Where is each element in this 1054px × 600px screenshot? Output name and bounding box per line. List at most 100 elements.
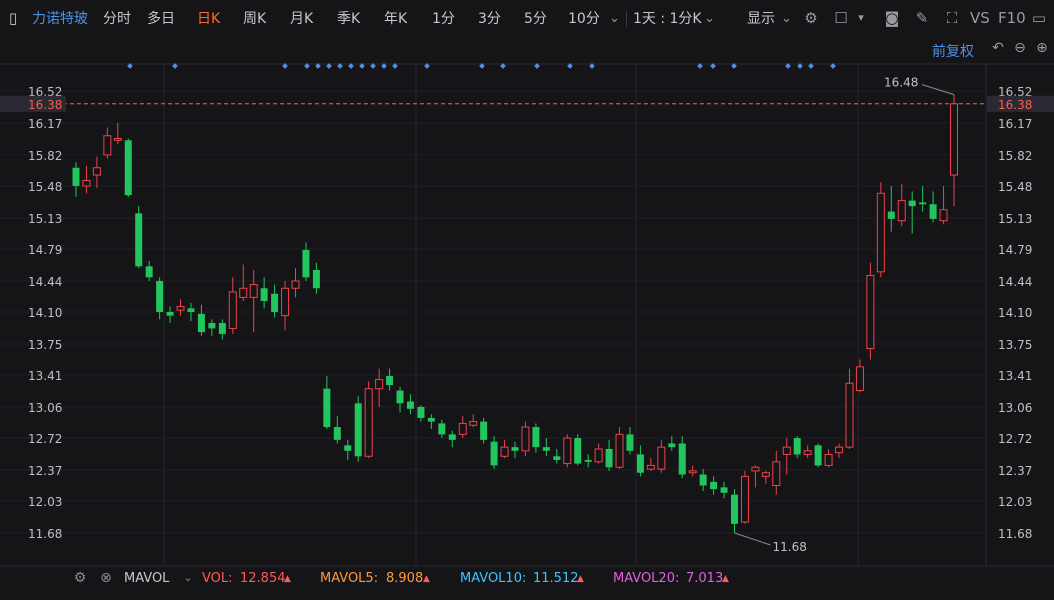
candle-body	[594, 448, 603, 463]
chevron-down-icon[interactable]: ⌄	[609, 11, 620, 26]
zoom-in-icon[interactable]: ⊕	[1036, 40, 1048, 56]
mavol20-value: 7.013	[686, 571, 724, 586]
candle-body	[772, 461, 781, 487]
up-arrow-icon: ▲	[722, 574, 729, 584]
y-tick-label-right: 12.03	[998, 495, 1032, 509]
y-tick-label-right: 13.06	[998, 401, 1032, 415]
chevron-down-icon[interactable]: ▾	[858, 11, 864, 24]
tab-duori[interactable]: 多日	[147, 11, 175, 27]
f10-button[interactable]: F10	[998, 9, 1026, 27]
y-tick-label-right: 13.75	[998, 338, 1032, 352]
chevron-down-icon[interactable]: ⌄	[781, 11, 792, 26]
mavol10-label: MAVOL10:	[460, 571, 527, 586]
mavol5-value: 8.908	[386, 571, 424, 586]
toolbar: ▯ 力诺特玻 分时 多日 日K 周K 月K 季K 年K 1分 3分 5分 10分…	[0, 0, 1054, 36]
display-menu[interactable]: 显示	[747, 11, 775, 27]
sidebar-toggle-icon[interactable]: ▯	[8, 9, 18, 27]
candle-body	[553, 456, 561, 460]
tab-rik[interactable]: 日K	[197, 11, 221, 27]
tab-zhouk[interactable]: 周K	[243, 11, 267, 27]
interval-select[interactable]: 1天 : 1分K	[633, 11, 702, 27]
camera-icon[interactable]: ◙	[884, 9, 900, 27]
gear-icon[interactable]: ⚙	[73, 570, 87, 586]
max-leader-line	[921, 84, 955, 96]
event-marker	[830, 63, 836, 69]
tab-3min[interactable]: 3分	[478, 11, 501, 27]
candle-body	[636, 454, 644, 473]
fullscreen-icon[interactable]: ⛶	[946, 9, 958, 27]
y-tick-label-right: 16.17	[998, 117, 1032, 131]
tab-5min[interactable]: 5分	[524, 11, 547, 27]
candle-body	[688, 470, 697, 474]
checkbox-icon[interactable]: ☐	[834, 9, 848, 27]
candle-body	[710, 481, 718, 490]
candlestick-chart[interactable]: 16.52 16.52 16.17 16.17 15.82 15.82 15.48 15.48…	[0, 60, 1054, 568]
candle-body	[427, 417, 435, 422]
candle-body	[950, 103, 958, 176]
price-axes: 16.52 16.52 16.17 16.17 15.82 15.82 15.48 15.48…	[28, 85, 1032, 541]
close-icon[interactable]: ⊗	[100, 570, 112, 586]
candle-body	[375, 379, 384, 390]
mavol10-value: 11.512	[533, 571, 579, 586]
candle-body	[532, 427, 540, 448]
candle-body	[929, 204, 937, 219]
candle-body	[344, 445, 352, 451]
tab-10min[interactable]: 10分	[568, 11, 600, 27]
candle-body	[480, 421, 488, 440]
candles	[72, 94, 958, 533]
candle-body	[469, 421, 478, 426]
candle-body	[364, 388, 373, 457]
candle-body	[208, 322, 216, 329]
tab-jik[interactable]: 季K	[337, 11, 361, 27]
y-tick-label-left: 14.79	[28, 243, 62, 257]
candle-body	[218, 322, 226, 334]
candle-body	[176, 306, 185, 311]
candle-body	[281, 287, 290, 317]
candle-body	[448, 434, 456, 440]
candle-body	[761, 472, 770, 477]
y-tick-label-left: 15.48	[28, 180, 62, 194]
tab-niank[interactable]: 年K	[384, 11, 408, 27]
y-tick-label-left: 15.82	[28, 149, 62, 163]
candle-body	[814, 445, 822, 466]
stock-name[interactable]: 力诺特玻	[32, 11, 88, 27]
tab-yuek[interactable]: 月K	[290, 11, 314, 27]
candle-body	[239, 287, 248, 298]
candle-body	[605, 448, 613, 468]
candle-body	[626, 434, 634, 451]
chevron-down-icon[interactable]: ⌄	[704, 11, 715, 26]
event-marker	[697, 63, 703, 69]
min-price-label: 11.68	[773, 540, 807, 554]
y-tick-label-right: 16.52	[998, 85, 1032, 99]
pencil-icon[interactable]: ✎	[915, 9, 929, 27]
tab-1min[interactable]: 1分	[432, 11, 455, 27]
gear-icon[interactable]: ⚙	[804, 9, 818, 27]
tab-fenshi[interactable]: 分时	[103, 11, 131, 27]
zoom-out-icon[interactable]: ⊖	[1014, 40, 1026, 56]
undo-icon[interactable]: ↶	[992, 40, 1004, 56]
candle-body	[312, 269, 320, 289]
event-marker	[731, 63, 737, 69]
vol-value: 12.854	[240, 571, 286, 586]
event-marker	[534, 63, 540, 69]
y-tick-label-right: 14.44	[998, 275, 1032, 289]
vs-button[interactable]: VS	[970, 9, 990, 27]
indicator-select[interactable]: MAVOL	[124, 571, 170, 586]
candle-body	[187, 308, 195, 312]
candle-body	[542, 447, 550, 451]
candle-body	[699, 474, 707, 486]
adjust-select[interactable]: 前复权	[932, 44, 974, 60]
candle-body	[490, 441, 498, 466]
chevron-down-icon[interactable]: ⌄	[183, 571, 193, 584]
up-arrow-icon: ▲	[284, 574, 291, 584]
candle-body	[615, 433, 624, 468]
y-tick-label-left: 12.37	[28, 464, 62, 478]
y-tick-label-left: 15.13	[28, 212, 62, 226]
panel-icon[interactable]: ▭	[1031, 9, 1047, 27]
candle-body	[574, 438, 582, 464]
y-tick-label-left: 13.06	[28, 401, 62, 415]
y-tick-label-right: 13.41	[998, 369, 1032, 383]
y-tick-label-left: 11.68	[28, 527, 62, 541]
candle-body	[803, 450, 812, 455]
candle-body	[855, 366, 864, 392]
